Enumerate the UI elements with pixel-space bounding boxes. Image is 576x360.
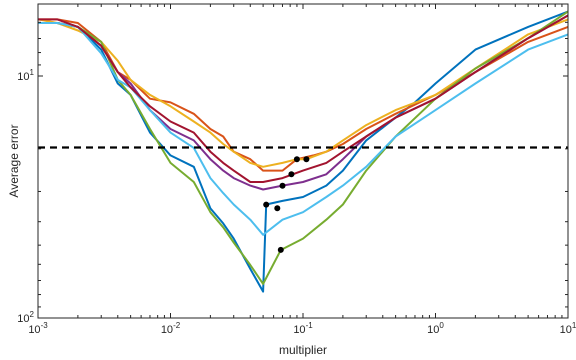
- y-tick-label-1: 102: [17, 310, 34, 325]
- minimum-marker-3: [303, 156, 310, 163]
- y-tick-label-0: 101: [17, 68, 34, 83]
- minimum-marker-1: [263, 201, 270, 208]
- y-axis-label: Average error: [7, 124, 21, 197]
- x-tick-label-3: 100: [427, 321, 444, 336]
- series-line-6: [38, 22, 568, 236]
- x-tick-base: 10: [28, 324, 40, 336]
- series-line-7: [38, 14, 568, 183]
- minimum-marker-2: [293, 156, 300, 163]
- x-tick-exponent: 0: [439, 321, 444, 330]
- minimum-markers: [263, 156, 310, 253]
- y-tick-base: 10: [17, 313, 29, 325]
- series-line-5: [38, 10, 568, 285]
- plot-background: [38, 4, 568, 318]
- minimum-marker-7: [288, 171, 295, 178]
- x-tick-exponent: -3: [41, 321, 49, 330]
- x-tick-exponent: -2: [173, 321, 181, 330]
- x-tick-label-4: 101: [560, 321, 576, 336]
- x-tick-exponent: 1: [572, 321, 576, 330]
- minimum-marker-6: [274, 205, 281, 212]
- y-tick-exponent: 1: [30, 68, 35, 77]
- x-tick-base: 10: [161, 324, 173, 336]
- x-tick-base: 10: [293, 324, 305, 336]
- series-line-3: [38, 18, 568, 168]
- minimum-marker-5: [277, 246, 284, 253]
- x-tick-exponent: -1: [306, 321, 314, 330]
- minimum-marker-4: [279, 182, 286, 189]
- x-tick-base: 10: [560, 324, 572, 336]
- x-tick-label-2: 10-1: [293, 321, 313, 336]
- x-tick-label-1: 10-2: [161, 321, 181, 336]
- x-tick-label-0: 10-3: [28, 321, 48, 336]
- x-axis-label: multiplier: [279, 343, 327, 357]
- x-tick-base: 10: [427, 324, 439, 336]
- series-layer: [38, 10, 568, 293]
- tick-marks: [37, 4, 569, 319]
- x-tick-labels: 10-3 10-2 10-1 100 101: [28, 321, 576, 336]
- y-tick-base: 10: [17, 71, 29, 83]
- plot-area: [37, 3, 569, 319]
- y-tick-exponent: 2: [30, 310, 35, 319]
